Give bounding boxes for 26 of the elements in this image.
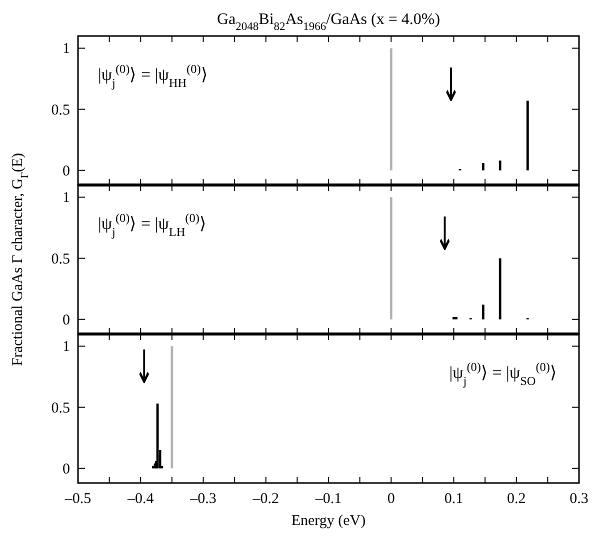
annotation: ↓ <box>134 340 154 394</box>
x-tick-label: 0.3 <box>570 491 588 507</box>
y-tick-label: 1 <box>62 190 70 206</box>
x-tick-label: –0.3 <box>189 491 216 507</box>
y-tick-label: 0.5 <box>51 400 70 416</box>
x-tick-label: –0.4 <box>126 491 154 507</box>
annotation: ↓ <box>441 58 461 112</box>
x-tick-label: –0.5 <box>64 491 92 507</box>
y-tick-label: 0.5 <box>51 102 70 118</box>
y-tick-label: 1 <box>62 41 70 58</box>
y-tick-label: 1 <box>62 339 70 356</box>
x-tick-label: –0.1 <box>314 491 342 507</box>
y-tick-label: 0 <box>62 312 70 328</box>
y-tick-label: 0 <box>62 461 70 478</box>
x-tick-label: 0.2 <box>507 491 526 507</box>
x-axis-title: Energy (eV) <box>291 513 366 529</box>
y-tick-label: 0.5 <box>51 251 70 268</box>
x-tick-label: –0.2 <box>252 491 279 507</box>
annotation: |ψ$_{j}$$^{(0)}$⟩ = |ψ$_{LH}$$^{(0)}$⟩ <box>98 211 206 239</box>
y-tick-label: 0 <box>62 163 70 180</box>
chart-title: Ga$_{2048}$Bi$_{82}$As$_{1966}$/GaAs (x = 4.0%) <box>216 11 440 33</box>
x-tick-label: 0 <box>387 491 395 507</box>
annotation: ↓ <box>435 206 454 262</box>
annotation: |ψ$_{j}$$^{(0)}$⟩ = |ψ$_{HH}$$^{(0)}$⟩ <box>98 62 208 90</box>
x-tick-label: 0.1 <box>444 491 464 507</box>
annotation: |ψ$_{j}$$^{(0)}$⟩ = |ψ$_{SO}$$^{(0)}$⟩ <box>449 360 557 388</box>
